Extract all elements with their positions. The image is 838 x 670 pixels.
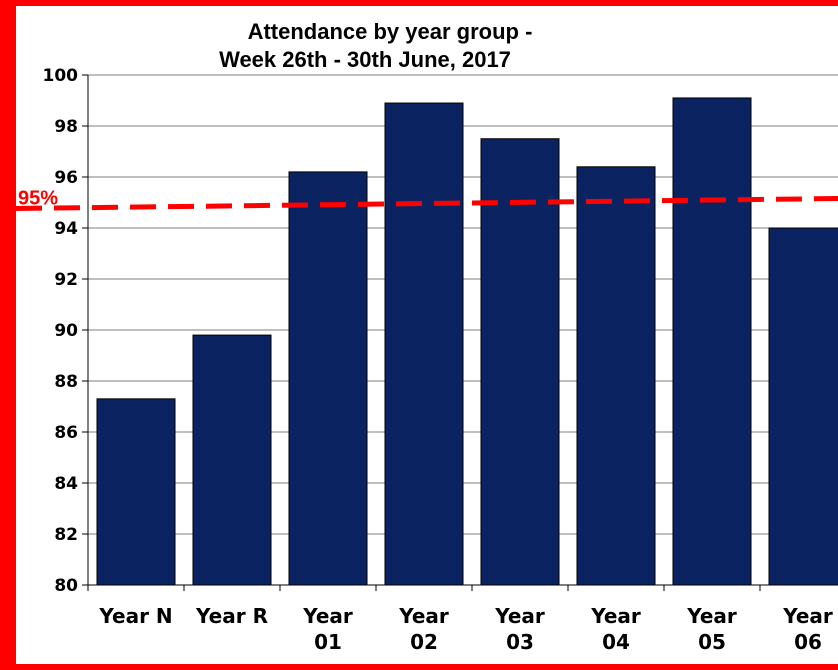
x-tick-label: 02	[410, 630, 438, 654]
target-line-group: 95%	[15, 188, 838, 211]
x-tick-label: 06	[794, 630, 822, 654]
bar	[480, 138, 560, 586]
x-tick-label: Year	[494, 604, 545, 628]
x-tick-label: 04	[602, 630, 630, 654]
y-tick-label: 82	[54, 525, 78, 545]
y-tick-label: 98	[54, 117, 78, 137]
x-tick-label: 05	[698, 630, 726, 654]
bar	[672, 97, 752, 586]
bar	[96, 398, 176, 586]
target-line	[15, 196, 838, 211]
x-tick-label: Year	[398, 604, 449, 628]
y-tick-label: 94	[54, 219, 78, 239]
y-tick-label: 84	[54, 474, 78, 494]
bar	[576, 166, 656, 586]
x-tick-label: Year N	[98, 604, 172, 628]
x-tick-label: Year	[590, 604, 641, 628]
axes	[87, 75, 838, 586]
x-tick-label: Year R	[195, 604, 268, 628]
x-tick-labels: Year N Year R Year01Year02Year03Year04Year…	[87, 585, 833, 654]
bar	[768, 227, 838, 586]
y-tick-labels: 80 82 84 86 88 90 92 94 96 98 100	[43, 66, 79, 596]
bar	[192, 334, 272, 586]
x-tick-label: 03	[506, 630, 534, 654]
x-tick-label: Year	[782, 604, 833, 628]
target-line-label: 95%	[18, 188, 58, 210]
y-tick-label: 80	[54, 576, 78, 596]
x-tick-label: 01	[314, 630, 342, 654]
y-tick-label: 86	[54, 423, 78, 443]
y-tick-label: 90	[54, 321, 78, 341]
x-tick-label: Year	[302, 604, 353, 628]
y-tick-label: 92	[54, 270, 78, 290]
x-tick-label: Year	[686, 604, 737, 628]
y-tick-label: 100	[43, 66, 79, 86]
chart-title-line-2: Week 26th - 30th June, 2017	[219, 47, 511, 72]
bar	[384, 102, 464, 586]
bar	[288, 171, 368, 586]
y-tick-label: 88	[54, 372, 78, 392]
y-tick-label: 96	[54, 168, 78, 188]
bars	[96, 97, 838, 586]
chart-title-line-1: Attendance by year group -	[248, 19, 533, 44]
